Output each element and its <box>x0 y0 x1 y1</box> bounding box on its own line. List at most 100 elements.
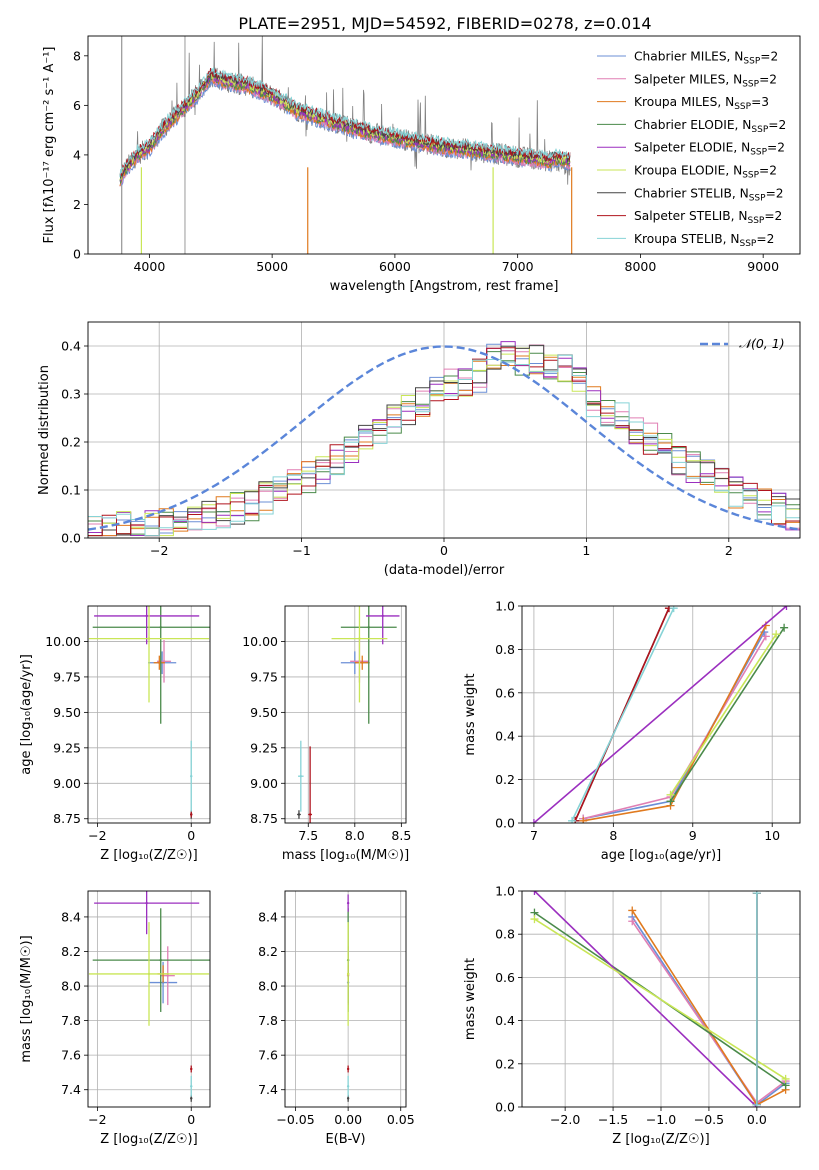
weight-line <box>583 635 767 820</box>
y-tick-label: 10.00 <box>242 634 278 649</box>
legend-text: Kroupa STELIB, N <box>634 232 740 246</box>
y-tick-label: 8.4 <box>258 909 278 924</box>
legend-text: Salpeter ELODIE, N <box>634 141 750 155</box>
x-tick-label: 8.0 <box>345 828 365 843</box>
y-axis-label: age [log₁₀(age/yr)] <box>19 654 34 775</box>
data-point <box>367 626 370 629</box>
weight-marker <box>782 606 791 610</box>
y-tick-label: 0.2 <box>495 772 515 787</box>
data-point <box>358 637 361 640</box>
data-point <box>166 974 169 977</box>
y-tick-label: 8.75 <box>250 811 278 826</box>
legend-label: Salpeter ELODIE, NSSP=2 <box>634 141 785 158</box>
data-point <box>346 1097 350 1100</box>
x-tick-label: 0.00 <box>334 1112 362 1127</box>
weight-line <box>533 606 788 823</box>
x-tick-label: 0.0 <box>747 1112 767 1127</box>
y-tick-label: 8 <box>73 48 81 63</box>
x-tick-label: 0 <box>187 828 195 843</box>
x-tick-label: 7 <box>530 828 538 843</box>
y-tick-label: 0.2 <box>495 1056 515 1071</box>
x-tick-label: 10 <box>764 828 780 843</box>
y-tick-label: 2 <box>73 197 81 212</box>
plot-age_vs_mass <box>297 606 400 823</box>
y-tick-label: 4 <box>73 147 81 162</box>
legend-text: Salpeter MILES, N <box>634 72 742 86</box>
x-tick-label: −2 <box>88 1112 106 1127</box>
axes-mass_vs_Z: −2 0 7.4 7.6 7.8 8.0 8.2 8.4 Z [log₁₀(Z/Z☉)] mass… <box>19 890 211 1147</box>
y-tick-label: 0.2 <box>61 435 81 450</box>
legend-suffix: =2 <box>767 141 785 155</box>
weight-marker <box>781 1074 790 1083</box>
weight-marker <box>761 632 770 641</box>
legend-sub: SSP <box>751 125 768 135</box>
axes-frame <box>521 890 801 1108</box>
y-tick-label: 0.1 <box>61 483 81 498</box>
y-tick-label: 8.2 <box>61 944 81 959</box>
x-axis-label: mass [log₁₀(M/M☉)] <box>282 848 409 863</box>
model-spectrum <box>119 77 571 187</box>
weight-line <box>533 891 758 1107</box>
legend-sub: SSP <box>747 216 764 226</box>
y-tick-label: 0.6 <box>495 970 515 985</box>
y-tick-label: 7.8 <box>258 1013 278 1028</box>
y-tick-label: 7.6 <box>258 1048 278 1063</box>
axes-frame <box>521 605 801 824</box>
x-tick-label: 8000 <box>625 259 657 274</box>
x-tick-label: 5000 <box>256 259 288 274</box>
data-point <box>190 813 193 816</box>
data-point <box>190 1097 193 1100</box>
x-axis-label: Z [log₁₀(Z/Z☉)] <box>100 1132 197 1147</box>
legend-label: Salpeter STELIB, NSSP=2 <box>634 209 782 226</box>
data-point <box>346 1085 350 1088</box>
data-point <box>297 813 301 816</box>
legend-text: Kroupa ELODIE, N <box>634 164 742 178</box>
weight-marker <box>529 819 538 823</box>
legend-label: Kroupa STELIB, NSSP=2 <box>634 232 774 249</box>
y-tick-label: 8.75 <box>53 811 81 826</box>
y-axis-label: Normed distribution <box>37 365 52 495</box>
x-tick-label: 7.5 <box>298 828 318 843</box>
legend-sub: SSP <box>742 79 759 89</box>
x-axis-label: age [log₁₀(age/yr)] <box>601 848 722 863</box>
plot-weight_vs_Z <box>530 891 790 1107</box>
y-tick-label: 9.50 <box>250 705 278 720</box>
axes-frame <box>284 890 407 1108</box>
x-tick-label: −1 <box>292 543 310 558</box>
plot-spectrum <box>119 36 573 254</box>
x-axis-label: E(B-V) <box>325 1132 365 1147</box>
y-tick-label: 0.0 <box>495 1100 515 1115</box>
y-tick-label: 9.25 <box>53 740 81 755</box>
legend-suffix: =2 <box>759 164 777 178</box>
weight-marker <box>772 630 781 639</box>
data-point <box>190 1067 193 1071</box>
y-tick-label: 0.3 <box>61 387 81 402</box>
y-tick-label: 9.75 <box>53 669 81 684</box>
legend-suffix: =3 <box>751 95 769 109</box>
y-tick-label: 0.4 <box>495 1013 515 1028</box>
model-spectrum <box>119 74 571 187</box>
axes-residuals: −2 −1 0 1 2 0.0 0.1 0.2 0.3 0.4 (data-model)/error… <box>37 321 801 578</box>
legend-sub: SSP <box>742 171 759 181</box>
data-point <box>147 972 151 976</box>
y-tick-label: 9.00 <box>250 776 278 791</box>
x-tick-label: 8.5 <box>391 828 411 843</box>
y-axis-label: mass [log₁₀(M/M☉)] <box>19 935 34 1062</box>
axes-frame <box>87 35 801 255</box>
legend-sub: SSP <box>740 239 757 249</box>
legend-suffix: =2 <box>764 209 782 223</box>
x-tick-label: −0.5 <box>694 1112 724 1127</box>
legend-suffix: =2 <box>768 118 786 132</box>
x-tick-label: −2 <box>150 543 168 558</box>
residual-histogram <box>88 344 800 537</box>
legend-label: Kroupa ELODIE, NSSP=2 <box>634 164 777 181</box>
x-tick-label: −2.0 <box>550 1112 580 1127</box>
y-axis-label: mass weight <box>463 958 478 1040</box>
weight-marker <box>628 906 637 915</box>
axes-frame <box>87 321 801 539</box>
data-point <box>159 626 162 629</box>
y-tick-label: 9.75 <box>250 669 278 684</box>
model-spectrum <box>119 67 571 178</box>
weight-marker <box>579 816 588 823</box>
legend-sub: SSP <box>734 102 751 112</box>
